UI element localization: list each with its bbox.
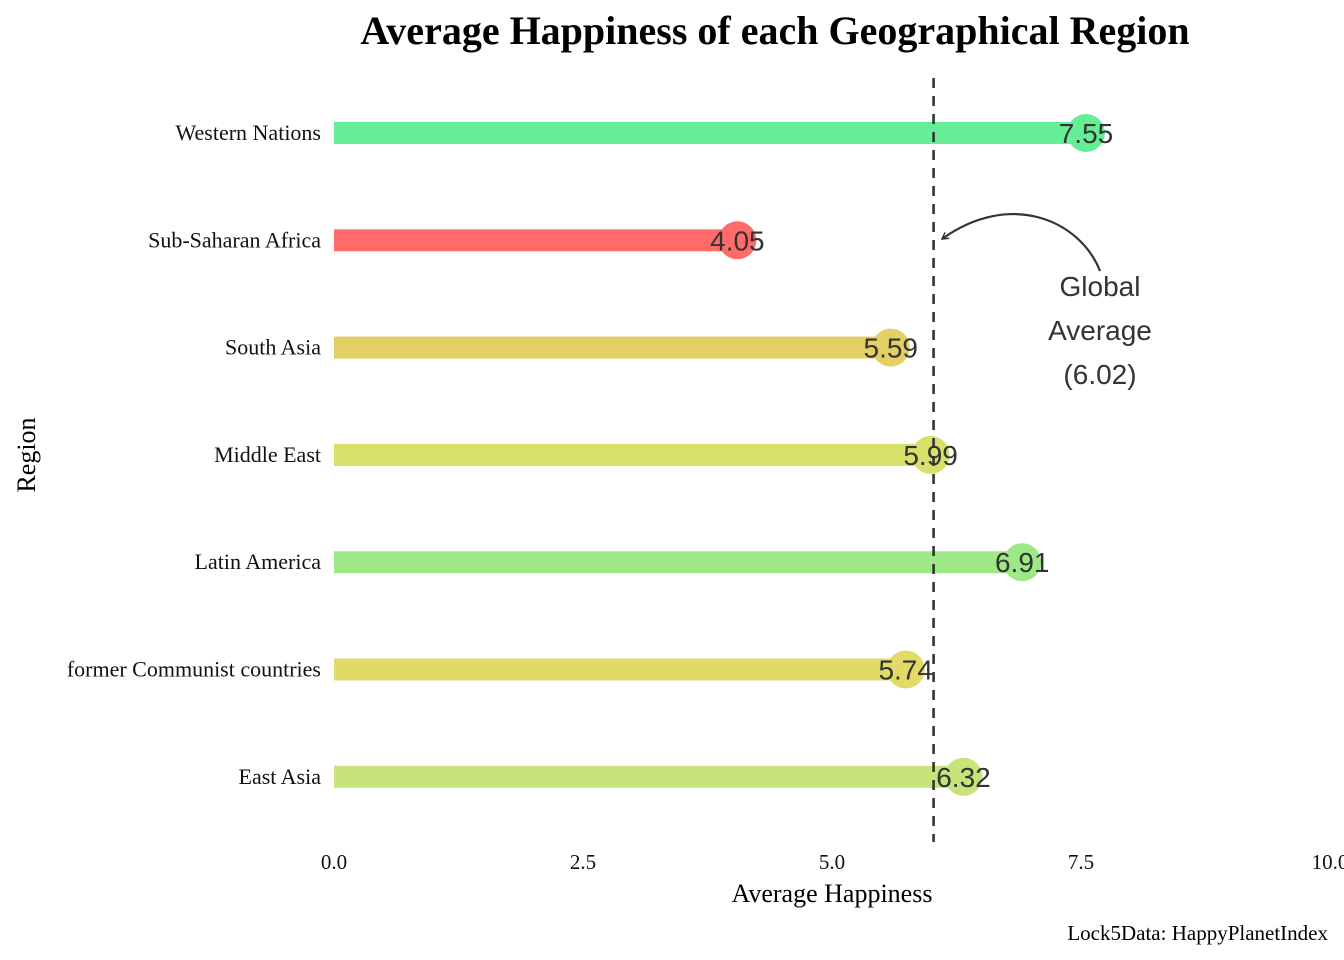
annotation-arrow <box>940 213 1102 272</box>
bar <box>334 443 931 466</box>
x-axis-label: Average Happiness <box>732 879 933 908</box>
x-tick-label: 0.0 <box>321 850 347 874</box>
bar-point <box>1066 114 1105 152</box>
global-average-annotation: Average <box>1048 315 1152 346</box>
bars-layer <box>334 114 1105 796</box>
y-tick-label: Sub-Saharan Africa <box>148 227 321 252</box>
bar-point <box>718 221 757 260</box>
bar-point <box>871 328 910 367</box>
value-label: 5.99 <box>903 440 958 471</box>
bar-point <box>1003 543 1042 582</box>
chart-title: Average Happiness of each Geographical R… <box>360 8 1189 53</box>
value-label: 4.05 <box>710 225 765 256</box>
value-label: 5.59 <box>864 333 919 364</box>
bar <box>334 229 738 252</box>
y-tick-label: East Asia <box>239 764 322 789</box>
x-tick-label: 5.0 <box>819 850 845 874</box>
x-axis: 0.0 2.5 5.0 7.5 10.0 <box>321 850 1344 874</box>
bar <box>334 765 964 788</box>
y-tick-label: Latin America <box>195 549 322 574</box>
x-tick-label: 2.5 <box>570 850 596 874</box>
value-label: 6.91 <box>995 547 1050 578</box>
y-axis-label: Region <box>12 417 41 492</box>
x-tick-label: 10.0 <box>1312 850 1344 874</box>
y-tick-label: South Asia <box>225 335 321 360</box>
bar-point <box>886 650 925 689</box>
bar-point <box>911 435 950 474</box>
caption: Lock5Data: HappyPlanetIndex <box>1067 921 1328 945</box>
bar <box>334 122 1086 144</box>
value-label: 6.32 <box>936 762 991 793</box>
y-tick-label: Middle East <box>214 442 321 467</box>
bar-point <box>944 757 983 796</box>
y-axis: Western Nations Sub-Saharan Africa South A… <box>67 120 321 789</box>
x-tick-label: 7.5 <box>1068 850 1094 874</box>
y-tick-label: former Communist countries <box>67 657 321 682</box>
value-label: 5.74 <box>878 655 933 686</box>
bar <box>334 336 891 359</box>
y-tick-label: Western Nations <box>176 120 321 145</box>
bar <box>334 551 1023 574</box>
value-labels-layer: 7.55 4.05 5.59 5.99 6.91 5.74 6.32 <box>710 118 1113 793</box>
value-label: 7.55 <box>1059 118 1114 149</box>
global-average-annotation: (6.02) <box>1063 359 1136 390</box>
bar <box>334 658 906 681</box>
reference-layer: Global Average (6.02) <box>932 78 1152 842</box>
global-average-annotation: Global <box>1060 271 1141 302</box>
